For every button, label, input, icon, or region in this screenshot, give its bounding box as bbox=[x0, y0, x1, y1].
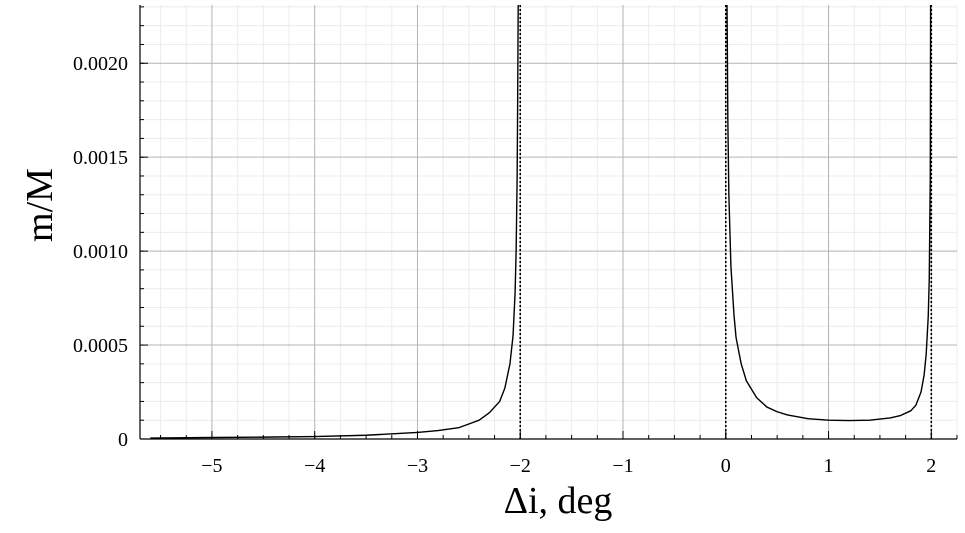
x-tick-label: −5 bbox=[201, 455, 222, 477]
x-tick-label: 0 bbox=[721, 455, 731, 477]
x-tick-label: 2 bbox=[926, 455, 936, 477]
y-tick-label: 0.0015 bbox=[73, 147, 128, 169]
x-axis-title: Δi, deg bbox=[504, 480, 613, 522]
series-line-2 bbox=[726, 4, 932, 422]
x-tick-label: −4 bbox=[304, 455, 325, 477]
series-line-1 bbox=[150, 4, 520, 439]
y-axis-ticks: 0 0.0005 0.0010 0.0015 0.0020 bbox=[73, 6, 148, 451]
x-tick-label: 1 bbox=[824, 455, 834, 477]
x-tick-label: −1 bbox=[612, 455, 633, 477]
y-tick-label: 0 bbox=[118, 429, 128, 451]
x-tick-label: −2 bbox=[510, 455, 531, 477]
x-axis-ticks: −5 −4 −3 −2 −1 0 1 2 bbox=[160, 431, 958, 477]
minor-grid bbox=[140, 5, 958, 439]
axes bbox=[139, 5, 957, 440]
series-group bbox=[150, 4, 932, 439]
y-tick-label: 0.0005 bbox=[73, 335, 128, 357]
major-grid bbox=[140, 5, 957, 439]
y-axis-title: m/M bbox=[19, 168, 61, 242]
x-tick-label: −3 bbox=[407, 455, 428, 477]
y-tick-label: 0.0010 bbox=[73, 241, 128, 263]
asymptote-lines bbox=[519, 5, 933, 439]
y-tick-label: 0.0020 bbox=[73, 53, 128, 75]
